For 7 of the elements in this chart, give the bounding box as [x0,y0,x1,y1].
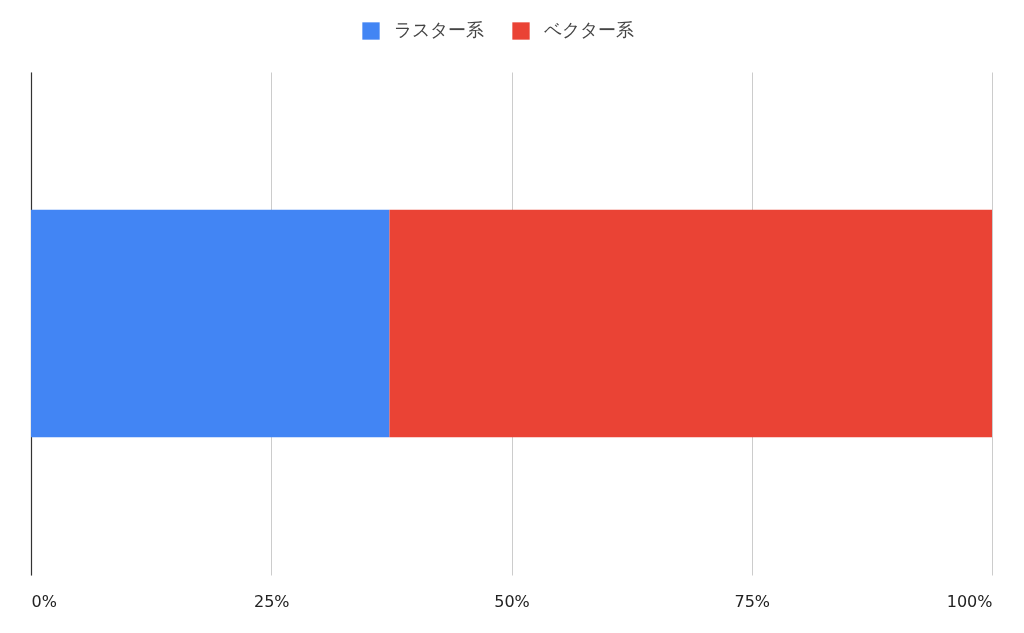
x-tick-label: 100% [946,591,993,611]
legend-label: ラスター系 [394,19,484,40]
x-tick-label: 75% [734,591,771,611]
legend-label: ベクター系 [544,19,634,40]
x-tick-label: 50% [494,591,530,611]
x-tick-label: 25% [253,591,290,611]
x-tick-label: 0% [31,591,57,611]
